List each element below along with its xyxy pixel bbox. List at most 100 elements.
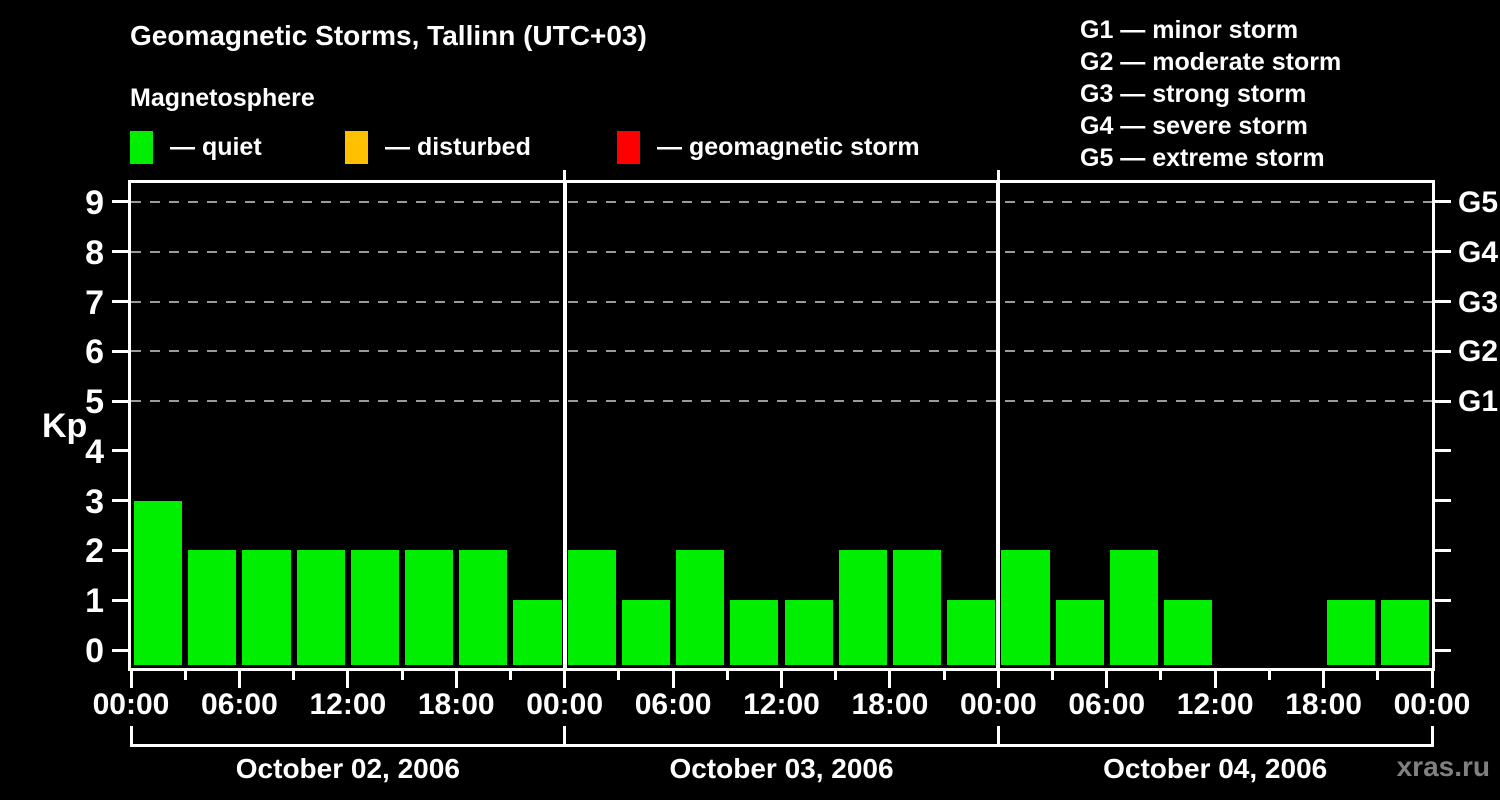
kp-bar <box>1163 600 1213 665</box>
x-axis-major-tick <box>671 668 675 688</box>
y-axis-tick-right <box>1435 499 1451 503</box>
legend-item: — geomagnetic storm <box>617 131 920 164</box>
legend-item-label: — disturbed <box>385 133 531 161</box>
kp-bar <box>1001 550 1050 665</box>
x-axis-minor-tick <box>400 668 404 680</box>
kp-bar <box>242 550 291 665</box>
y-axis-title: Kp <box>42 406 88 445</box>
x-axis-major-tick <box>780 668 783 688</box>
gridline <box>131 200 1432 203</box>
gscale-legend-line: G4 — severe storm <box>1080 112 1308 140</box>
kp-bar <box>1109 550 1158 665</box>
legend-color-swatch <box>130 131 153 164</box>
x-axis-major-tick <box>1322 668 1326 688</box>
x-tick-label: 00:00 <box>959 688 1037 721</box>
page-title: Geomagnetic Storms, Tallinn (UTC+03) <box>130 20 647 51</box>
y-tick-label: 6 <box>85 333 104 372</box>
y-axis-tick-left <box>112 648 128 652</box>
plot-frame <box>128 180 1435 671</box>
y-axis-tick-left <box>112 499 128 503</box>
x-axis-minor-tick <box>617 668 621 680</box>
x-axis-minor-tick <box>942 668 946 680</box>
y-axis-tick-left <box>112 548 128 552</box>
x-tick-label: 18:00 <box>851 688 929 721</box>
kp-bar <box>567 550 616 665</box>
x-axis-minor-tick <box>1159 668 1163 680</box>
gscale-legend-line: G5 — extreme storm <box>1080 144 1325 172</box>
gscale-legend-line: G1 — minor storm <box>1080 16 1299 44</box>
x-axis-major-tick <box>1105 668 1109 688</box>
y-axis-tick-left <box>112 250 128 254</box>
gridline <box>131 350 1432 353</box>
g-level-label: G3 <box>1458 285 1499 319</box>
y-axis-tick-right <box>1435 250 1451 254</box>
y-axis-tick-right <box>1435 349 1451 353</box>
x-tick-label: 06:00 <box>1068 688 1146 721</box>
y-axis-tick-left <box>112 449 128 453</box>
date-bracket-tick <box>996 726 1000 747</box>
y-tick-label: 1 <box>85 582 104 621</box>
kp-bar <box>513 600 562 665</box>
date-bracket-tick <box>563 726 567 747</box>
kp-bar <box>405 550 454 665</box>
day-separator <box>562 183 567 668</box>
watermark-text: xras.ru <box>1396 751 1490 782</box>
x-tick-label: 18:00 <box>417 688 495 721</box>
y-axis-tick-right <box>1435 300 1451 304</box>
magnetosphere-subtitle: Magnetosphere <box>130 84 315 112</box>
day-separator-top-tick <box>563 170 567 180</box>
g-level-label: G1 <box>1458 385 1499 419</box>
x-tick-label: 06:00 <box>201 688 278 721</box>
day-separator-top-tick <box>996 170 1000 180</box>
y-axis-tick-left <box>112 200 128 204</box>
x-tick-label: 18:00 <box>1285 688 1362 721</box>
kp-bar <box>892 550 942 665</box>
y-tick-label: 4 <box>85 432 104 471</box>
x-axis-major-tick <box>237 668 241 688</box>
y-tick-label: 9 <box>85 183 104 222</box>
gridline <box>131 400 1432 403</box>
y-axis-tick-left <box>112 349 128 353</box>
x-axis-minor-tick <box>834 668 838 680</box>
x-axis-minor-tick <box>725 668 729 680</box>
gscale-legend-line: G2 — moderate storm <box>1080 48 1342 76</box>
y-tick-label: 0 <box>85 632 104 670</box>
x-tick-label: 12:00 <box>309 688 387 721</box>
y-tick-label: 3 <box>85 482 104 521</box>
kp-bar <box>676 550 725 665</box>
y-axis-tick-right <box>1435 598 1451 602</box>
date-label: October 04, 2006 <box>1103 753 1328 784</box>
x-axis-minor-tick <box>1376 668 1380 680</box>
x-tick-label: 00:00 <box>526 688 604 721</box>
kp-bar <box>838 550 887 665</box>
legend-item-label: — quiet <box>170 133 262 161</box>
x-axis-minor-tick <box>292 668 296 680</box>
x-tick-label: 06:00 <box>634 688 712 721</box>
x-tick-label: 12:00 <box>743 688 820 721</box>
x-axis-minor-tick <box>1051 668 1055 680</box>
date-bracket-tick <box>1430 726 1434 747</box>
kp-bar <box>730 600 779 665</box>
kp-bar <box>784 600 833 665</box>
x-tick-label: 00:00 <box>92 688 170 721</box>
condition-legend: — quiet — disturbed — geomagnetic storm <box>130 131 1030 167</box>
y-axis-tick-right <box>1435 200 1451 204</box>
g-level-label: G5 <box>1458 185 1499 219</box>
kp-bar <box>1055 600 1104 665</box>
y-axis-tick-left <box>112 300 128 304</box>
gscale-legend-line: G3 — strong storm <box>1080 80 1307 108</box>
y-tick-label: 5 <box>85 383 104 422</box>
kp-bar <box>1326 600 1375 665</box>
legend-item-label: — geomagnetic storm <box>657 133 920 161</box>
legend-color-swatch <box>345 131 368 164</box>
kp-bar <box>350 550 400 665</box>
kp-bar <box>134 500 183 665</box>
x-axis-major-tick <box>346 668 350 688</box>
day-separator <box>996 183 1001 668</box>
gridline <box>131 250 1432 253</box>
x-axis-minor-tick <box>183 668 187 680</box>
x-axis-major-tick <box>563 668 567 688</box>
x-axis-minor-tick <box>1267 668 1271 680</box>
x-axis-major-tick <box>996 668 1000 688</box>
